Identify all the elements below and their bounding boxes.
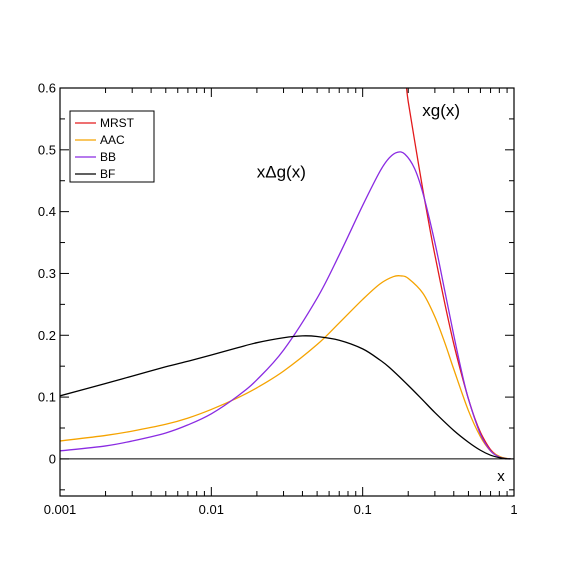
plot-frame [59,87,515,497]
annotation-xg: xg(x) [422,101,460,120]
series-line-bf [60,335,511,460]
x-tick-label: 0.01 [199,502,224,517]
x-tick-label: 0.001 [44,502,77,517]
y-tick-label: 0.6 [38,81,56,96]
legend: MRST AAC BB BF [69,110,155,183]
x-tick-label: 1 [510,502,517,517]
legend-label: AAC [100,133,125,147]
legend-label: BF [100,167,115,181]
series-line-bb [60,151,511,460]
y-tick-label: 0.5 [38,142,56,157]
series-layer [60,88,511,460]
legend-label: MRST [100,116,135,130]
y-tick-label: 0.2 [38,328,56,343]
y-tick-label: 0.1 [38,390,56,405]
ticks-layer: 0.001 0.01 0.1 1 0 0.1 0.2 0.3 0.4 0.5 0.6 [38,81,518,518]
y-tick-label: 0.4 [38,204,56,219]
y-tick-label: 0 [49,451,56,466]
x-tick-label: 0.1 [354,502,372,517]
series-line-aac [60,274,511,460]
x-axis-label: x [497,468,505,485]
annotation-xdeltag: xΔg(x) [257,163,306,182]
y-tick-label: 0.3 [38,266,56,281]
annotation-layer: x xg(x) xΔg(x) [257,101,505,485]
legend-label: BB [100,150,116,164]
